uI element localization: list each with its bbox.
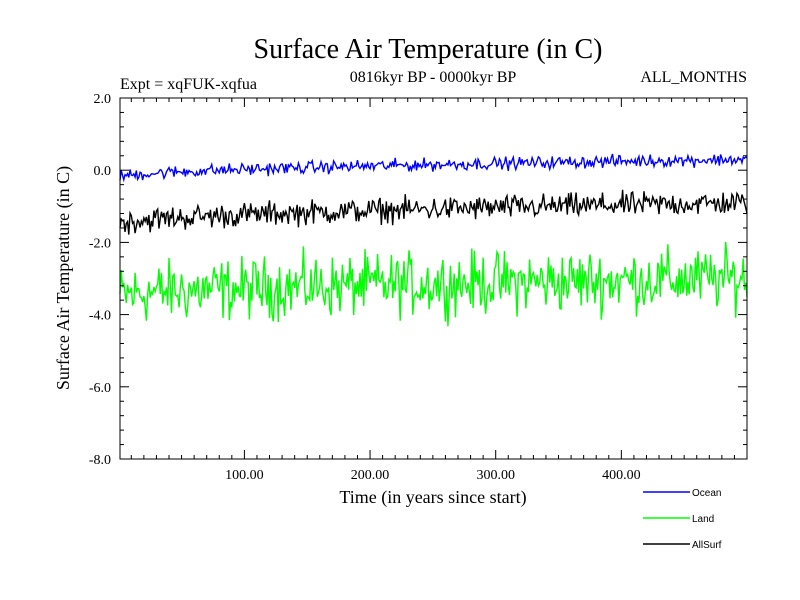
expt-label: Expt = xqFUK-xqfua	[120, 76, 257, 93]
chart-title: Surface Air Temperature (in C)	[254, 34, 603, 65]
plot-frame	[119, 97, 748, 460]
x-tick-label: 100.00	[225, 468, 264, 483]
legend: Ocean Land AllSurf	[643, 488, 722, 551]
legend-label-ocean: Ocean	[692, 488, 721, 499]
y-axis-label: Surface Air Temperature (in C)	[53, 166, 74, 390]
y-tick-label: 2.0	[94, 92, 112, 107]
y-tick-label: -6.0	[89, 381, 111, 396]
series-line-allsurf	[119, 189, 748, 235]
series-line-land	[119, 241, 748, 327]
legend-label-allsurf: AllSurf	[692, 540, 722, 551]
y-tick-label: -2.0	[89, 236, 111, 251]
tick-layer: 100.00 200.00 300.00 400.00 2.0 0.0 -2.0 -4.0 -6…	[89, 92, 747, 483]
x-tick-label: 300.00	[476, 468, 515, 483]
x-tick-label: 400.00	[602, 468, 641, 483]
x-tick-label: 200.00	[351, 468, 390, 483]
y-tick-label: -4.0	[89, 309, 111, 324]
y-tick-label: 0.0	[94, 164, 112, 179]
legend-label-land: Land	[692, 514, 714, 525]
series-layer	[119, 153, 748, 327]
x-axis-label: Time (in years since start)	[339, 487, 526, 508]
months-label: ALL_MONTHS	[640, 69, 747, 86]
y-tick-label: -8.0	[89, 453, 111, 468]
series-line-ocean	[119, 153, 748, 183]
period-label: 0816kyr BP - 0000kyr BP	[350, 69, 517, 86]
